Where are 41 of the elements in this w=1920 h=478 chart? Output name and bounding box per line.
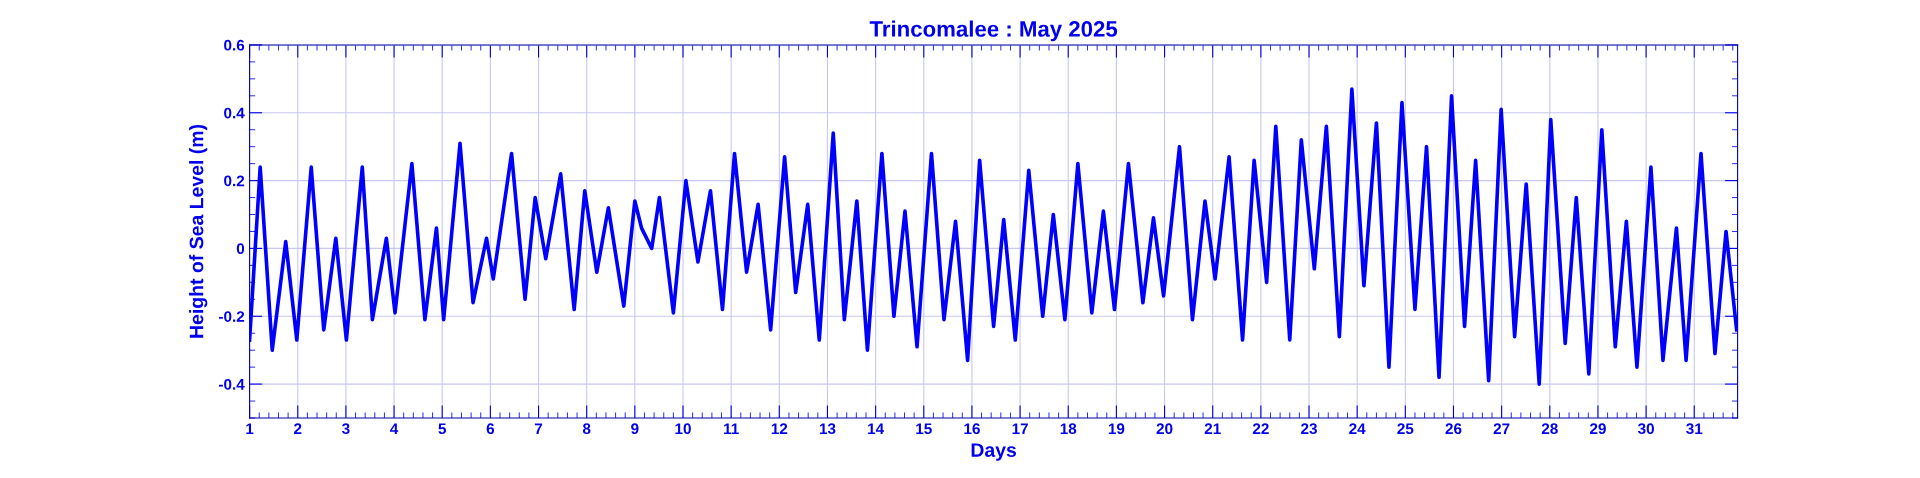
x-tick-label: 4 <box>390 423 399 434</box>
x-tick-label: 7 <box>534 423 543 434</box>
x-tick-label: 24 <box>1349 423 1366 434</box>
x-tick-label: 15 <box>916 423 932 435</box>
x-axis-title: Days <box>971 443 1017 461</box>
x-tick-label: 29 <box>1589 423 1606 435</box>
x-tick-label: 31 <box>1686 423 1703 435</box>
y-tick-label: 0 <box>236 243 245 255</box>
x-tick-label: 18 <box>1060 423 1077 435</box>
x-tick-label: 22 <box>1252 423 1269 434</box>
x-tick-label: 16 <box>964 423 980 435</box>
x-tick-label: 13 <box>819 423 836 435</box>
x-tick-label: 12 <box>771 423 788 434</box>
y-tick-label: 0.6 <box>224 39 245 51</box>
x-tick-label: 6 <box>486 423 495 435</box>
x-tick-label: 1 <box>246 423 254 434</box>
x-tick-label: 17 <box>1012 423 1028 434</box>
y-axis-title: Height of Sea Level (m) <box>189 124 208 338</box>
y-tick-label: 0.2 <box>224 175 245 187</box>
y-tick-label: 0.4 <box>224 107 245 119</box>
x-tick-label: 11 <box>724 423 739 434</box>
x-tick-label: 25 <box>1397 423 1414 435</box>
line-series <box>249 87 1738 386</box>
x-tick-label: 28 <box>1541 423 1558 435</box>
x-tick-label: 9 <box>631 423 639 435</box>
x-tick-label: 3 <box>342 423 350 435</box>
x-tick-label: 21 <box>1204 423 1221 434</box>
x-tick-label: 23 <box>1301 423 1317 435</box>
x-tick-label: 5 <box>438 423 447 435</box>
y-tick-label: -0.2 <box>219 311 245 322</box>
x-tick-label: 20 <box>1156 423 1173 435</box>
y-tick-label: -0.4 <box>219 378 245 390</box>
x-tick-label: 30 <box>1637 423 1654 435</box>
x-tick-label: 10 <box>675 423 691 435</box>
x-tick-label: 8 <box>582 423 591 435</box>
x-tick-label: 14 <box>868 423 885 434</box>
chart-title: Trincomalee : May 2025 <box>869 20 1118 42</box>
x-tick-label: 26 <box>1445 423 1462 435</box>
x-tick-label: 19 <box>1108 423 1125 435</box>
x-tick-label: 27 <box>1493 423 1510 434</box>
x-tick-label: 2 <box>294 423 302 434</box>
